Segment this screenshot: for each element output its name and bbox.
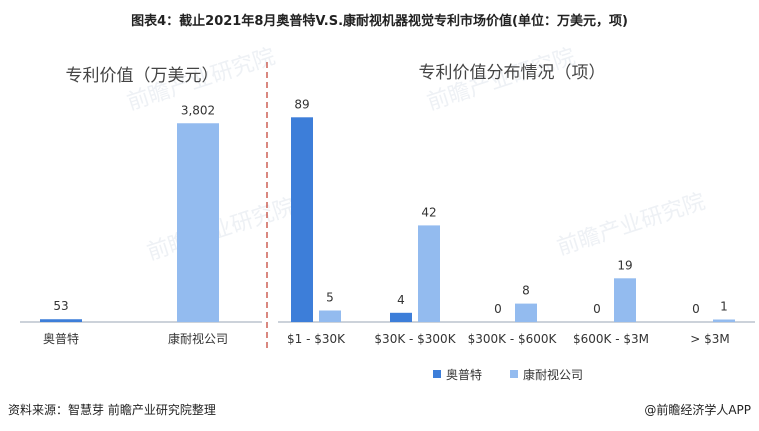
bar-aopute-0 [291, 117, 313, 322]
watermark-text: 前瞻产业研究院 [554, 189, 708, 260]
left-chart-title: 专利价值（万美元） [66, 66, 219, 86]
data-label-cognex-2: 8 [522, 284, 530, 298]
bar-aopute-1 [390, 312, 412, 322]
tick-label-right-3: $600K - $3M [573, 332, 649, 346]
data-label-aopute-0: 89 [294, 97, 309, 111]
brand-credit: @前瞻经济学人APP [644, 403, 751, 417]
bar-cognex-0 [319, 310, 341, 322]
bar-cognex-3 [614, 278, 636, 322]
page-title: 图表4：截止2021年8月奥普特V.S.康耐视机器视觉专利市场价值(单位：万美元… [131, 14, 628, 29]
data-label-aopute-3: 0 [593, 302, 601, 316]
data-label-cognex-4: 1 [720, 300, 728, 314]
tick-label-right-2: $300K - $600K [468, 332, 558, 346]
right-chart-title: 专利价值分布情况（项） [419, 63, 606, 83]
right-bars: 89 5 $1 - $30K 4 42 $30K - $300K 0 8 $300K - $60… [278, 97, 755, 346]
data-label-left-1: 3,802 [181, 103, 215, 117]
data-label-aopute-4: 0 [692, 302, 700, 316]
left-bars: 53 奥普特 3,802 康耐视公司 [20, 103, 262, 346]
legend-label-1: 康耐视公司 [523, 367, 583, 382]
bar-left-1 [177, 123, 219, 322]
tick-label-right-0: $1 - $30K [287, 332, 346, 346]
bar-cognex-2 [515, 303, 537, 322]
tick-label-right-1: $30K - $300K [374, 332, 456, 346]
tick-label-left-0: 奥普特 [43, 331, 79, 346]
legend-label-0: 奥普特 [446, 367, 482, 382]
tick-label-left-1: 康耐视公司 [168, 331, 228, 346]
watermark-text: 前瞻产业研究院 [144, 194, 298, 265]
tick-label-right-4: > $3M [690, 332, 730, 346]
legend-swatch-1 [510, 370, 518, 378]
legend: 奥普特 康耐视公司 [433, 367, 583, 382]
bar-cognex-1 [418, 225, 440, 322]
bar-cognex-4 [713, 319, 735, 322]
bar-left-0 [40, 319, 82, 322]
data-label-cognex-3: 19 [617, 258, 632, 272]
source-note: 资料来源：智慧芽 前瞻产业研究院整理 [8, 403, 216, 417]
data-label-aopute-1: 4 [397, 293, 405, 307]
data-label-cognex-0: 5 [326, 291, 334, 305]
legend-swatch-0 [433, 370, 441, 378]
data-label-aopute-2: 0 [494, 302, 502, 316]
data-label-cognex-1: 42 [421, 205, 436, 219]
data-label-left-0: 53 [53, 299, 68, 313]
